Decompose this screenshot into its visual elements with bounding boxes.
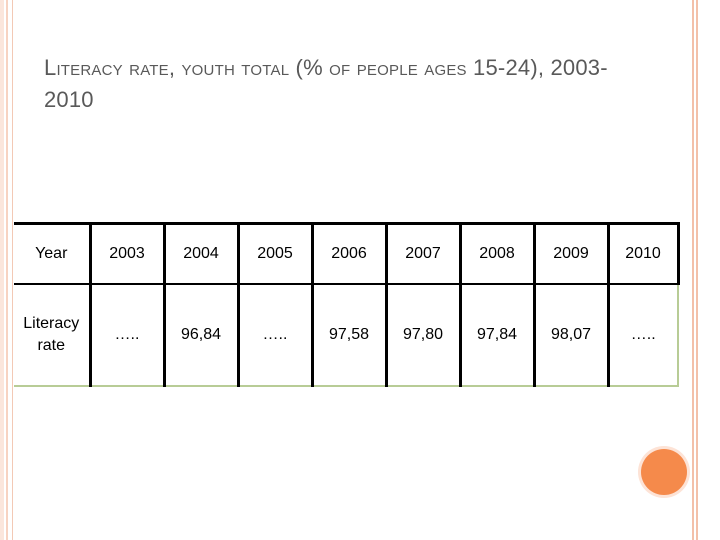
value-cell: 97,80 [384, 284, 460, 387]
literacy-table: Year 2003 2004 2005 2006 2007 2008 2009 … [14, 222, 680, 387]
header-cell: 2004 [162, 222, 238, 285]
value-cell: ….. [606, 284, 679, 387]
value-cell: 98,07 [532, 284, 608, 387]
header-cell: 2010 [606, 222, 680, 285]
value-cell: 96,84 [162, 284, 238, 387]
header-cell: 2005 [236, 222, 312, 285]
header-cell: 2006 [310, 222, 386, 285]
table-row: Literacy rate ….. 96,84 ….. 97,58 97,80 … [14, 284, 679, 387]
row-label-literacy-rate: Literacy rate [14, 284, 91, 387]
title-initial: L [44, 55, 57, 80]
value-cell: 97,84 [458, 284, 534, 387]
header-cell: 2009 [532, 222, 608, 285]
slide-right-border-outer [696, 0, 698, 540]
slide-title: Literacy rate, youth total (% of people … [44, 52, 624, 116]
slide-left-border [0, 0, 13, 540]
title-part-3: of people ages [329, 55, 467, 80]
value-cell: ….. [88, 284, 164, 387]
title-part-4: 15-24), 2003-2010 [44, 55, 608, 112]
header-cell-year: Year [14, 222, 90, 285]
value-cell: ….. [236, 284, 312, 387]
value-cell: 97,58 [310, 284, 386, 387]
table-header-row: Year 2003 2004 2005 2006 2007 2008 2009 … [14, 222, 680, 285]
header-cell: 2007 [384, 222, 460, 285]
decorative-orange-circle [641, 449, 687, 495]
title-part-2: (% [289, 55, 330, 80]
title-part-1: iteracy rate, youth total [56, 55, 290, 80]
header-cell: 2008 [458, 222, 534, 285]
slide-right-border-inner [692, 0, 694, 540]
header-cell: 2003 [88, 222, 164, 285]
